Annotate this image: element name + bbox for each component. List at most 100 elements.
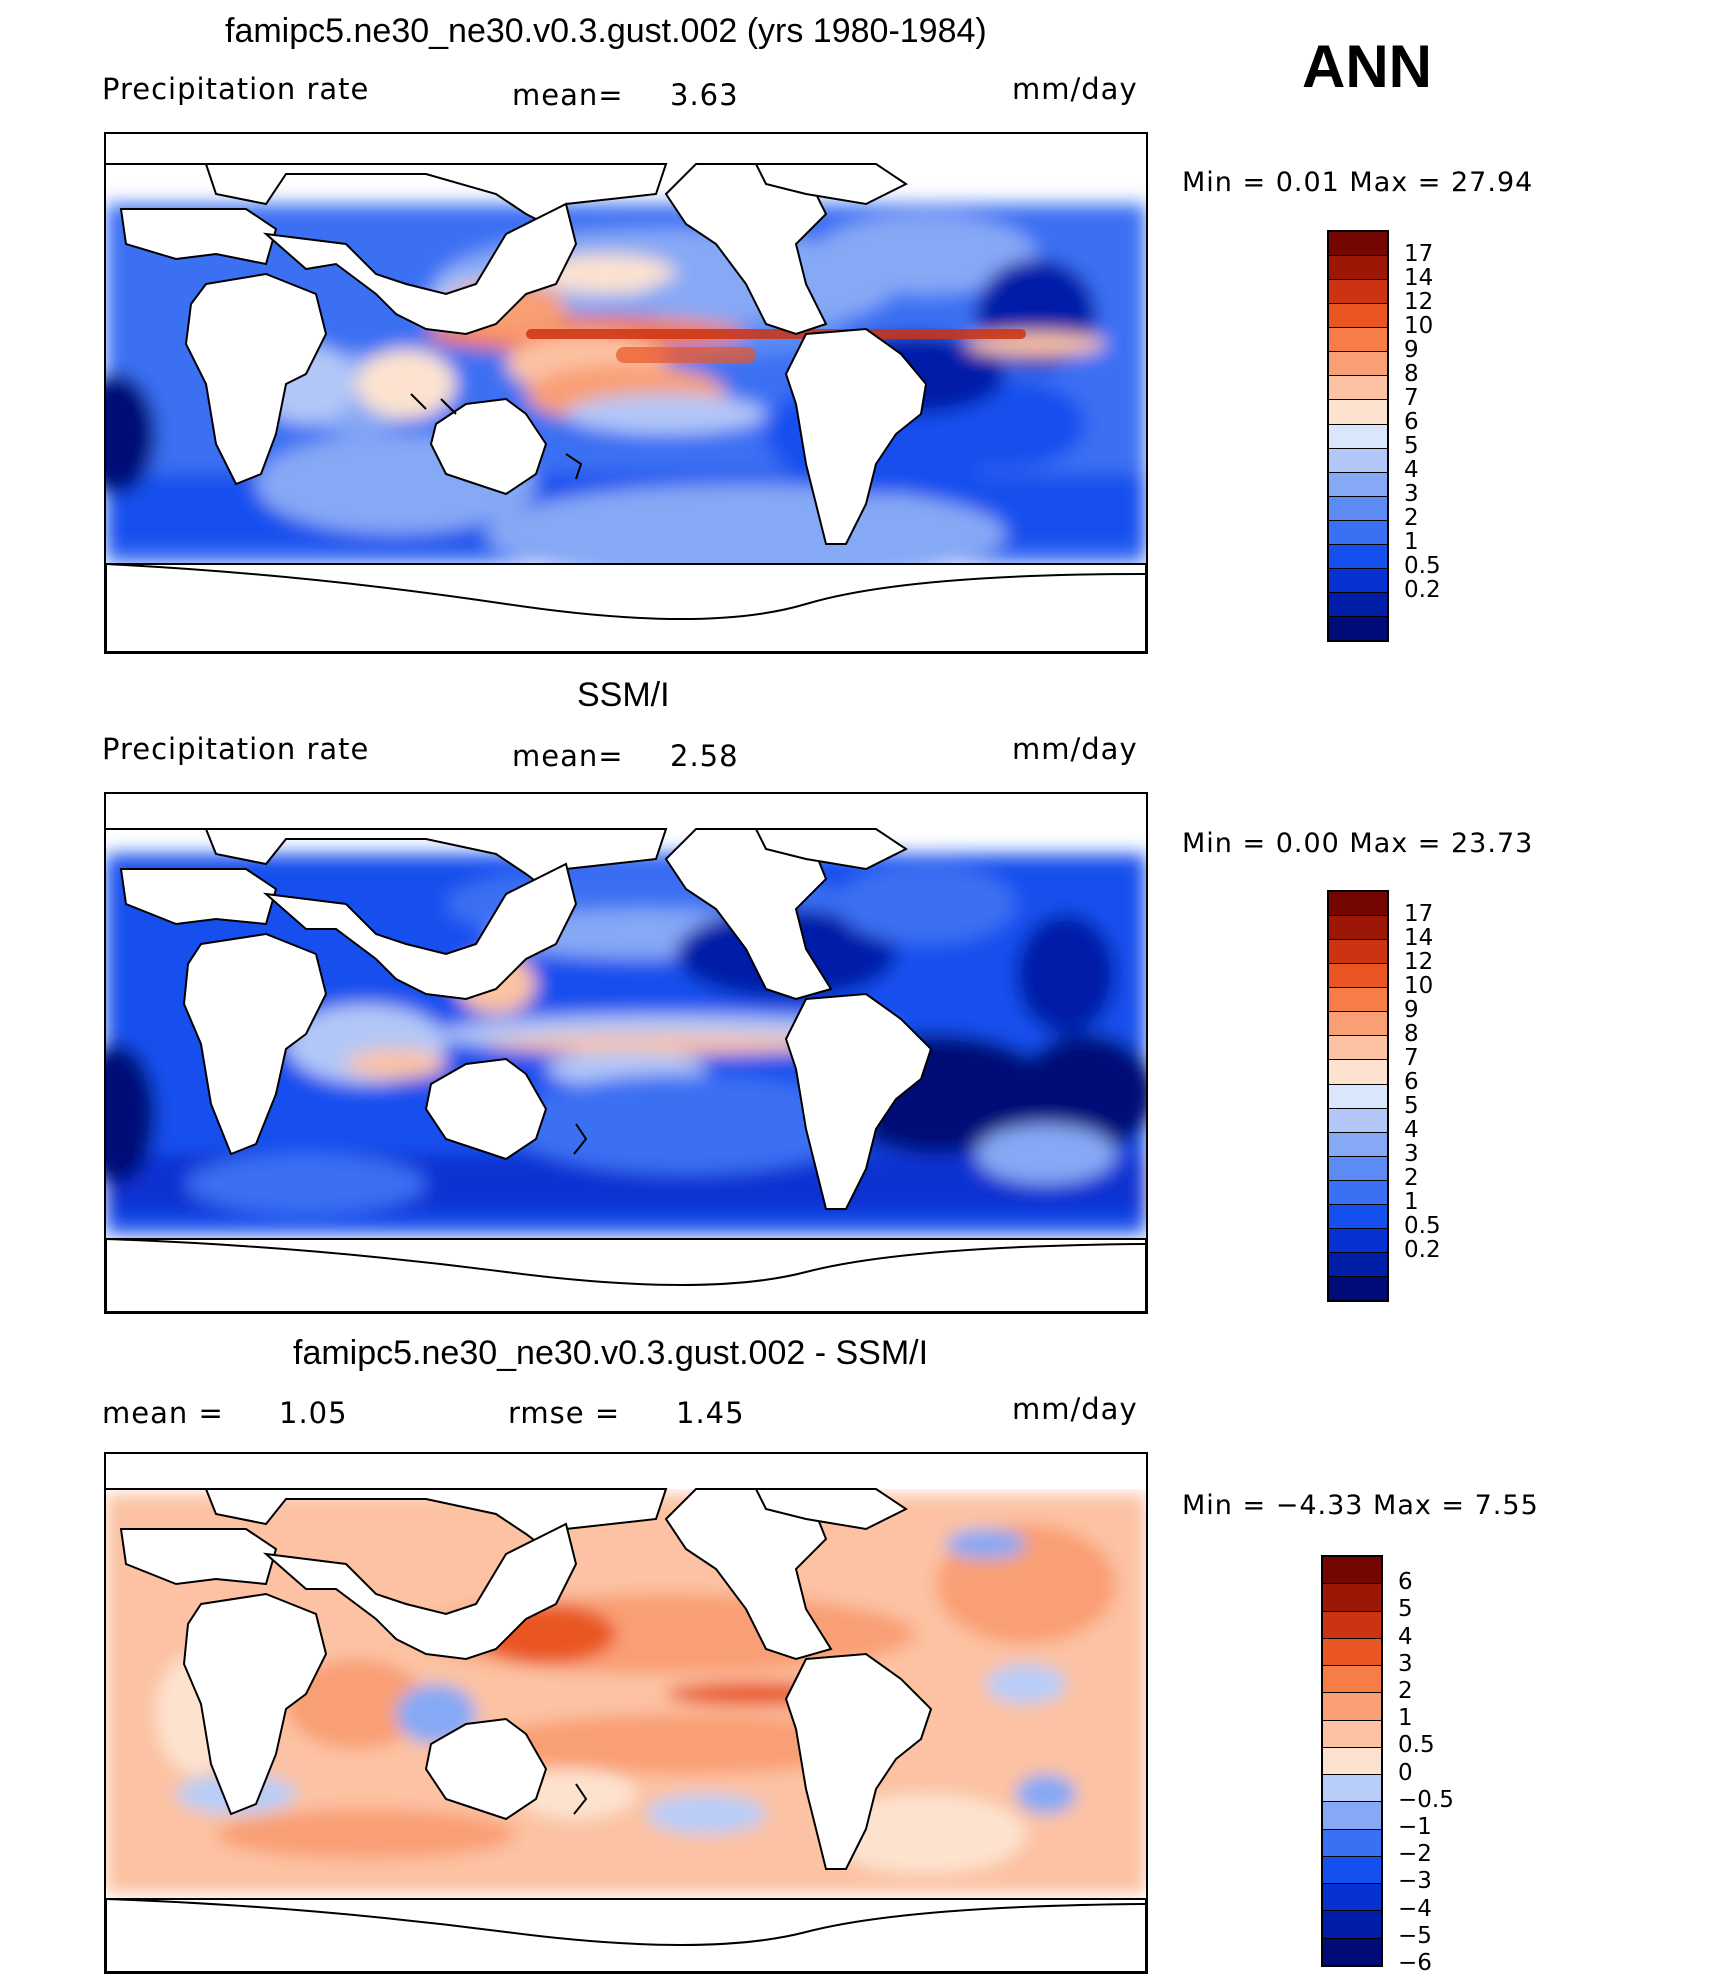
colorbar-swatch [1329,1180,1387,1205]
colorbar-swatch [1329,1060,1387,1085]
colorbar-tick-label: 17 [1404,241,1434,267]
panel-3-rmse-value: 1.45 [676,1396,745,1430]
panel-1-title: famipc5.ne30_ne30.v0.3.gust.002 (yrs 198… [225,12,987,50]
colorbar-tick-label: 8 [1404,1021,1419,1047]
colorbar-tick-label: 0.5 [1404,1213,1441,1239]
panel-2-minmax: Min = 0.00 Max = 23.73 [1182,828,1534,859]
panel-2-map [104,792,1148,1314]
colorbar-tick-label: 9 [1404,997,1419,1023]
colorbar-tick-label: 6 [1404,409,1419,435]
colorbar-tick-label: 4 [1404,457,1419,483]
colorbar-tick-label: 2 [1404,1165,1419,1191]
colorbar-swatch [1329,448,1387,473]
colorbar-swatch [1329,964,1387,989]
colorbar-swatch [1329,617,1387,641]
season-label: ANN [1302,33,1432,100]
panel-3-colorbar [1321,1555,1383,1967]
panel-3-mean-label: mean = [102,1396,224,1430]
panel-1-map [104,132,1148,654]
colorbar-swatch [1323,1666,1381,1694]
colorbar-swatch [1329,940,1387,965]
colorbar-tick-label: 4 [1404,1117,1419,1143]
panel-3-title: famipc5.ne30_ne30.v0.3.gust.002 - SSM/I [293,1334,929,1372]
panel-3-minmax: Min = −4.33 Max = 7.55 [1182,1490,1539,1521]
colorbar-swatch [1329,568,1387,593]
colorbar-tick-label: −2 [1398,1841,1432,1868]
colorbar-swatch [1323,1693,1381,1721]
colorbar-swatch [1329,352,1387,377]
colorbar-tick-label: 10 [1404,973,1434,999]
colorbar-swatch [1329,280,1387,305]
colorbar-tick-label: 6 [1398,1569,1413,1596]
colorbar-swatch [1323,1802,1381,1830]
colorbar-swatch [1323,1584,1381,1612]
colorbar-tick-label: 9 [1404,337,1419,363]
colorbar-tick-label: 0.5 [1398,1732,1435,1759]
colorbar-swatch [1329,376,1387,401]
colorbar-swatch [1323,1884,1381,1912]
panel-1-minmax: Min = 0.01 Max = 27.94 [1182,167,1534,198]
colorbar-tick-label: 3 [1398,1650,1413,1677]
colorbar-swatch [1329,520,1387,545]
panel-3-map [104,1452,1148,1974]
colorbar-swatch [1329,1277,1387,1301]
colorbar-swatch [1329,1036,1387,1061]
panel-1-units: mm/day [1012,72,1138,106]
panel-2-mean-label: mean= [512,739,624,773]
panel-3-mean-value: 1.05 [279,1396,348,1430]
panel-2-mean-value: 2.58 [670,739,739,773]
colorbar-tick-label: 1 [1404,1189,1419,1215]
panel-1-mean-label: mean= [512,78,624,112]
colorbar-tick-label: 0.2 [1404,577,1441,603]
colorbar-tick-label: 6 [1404,1069,1419,1095]
colorbar-tick-label: 0.2 [1404,1237,1441,1263]
colorbar-tick-label: 10 [1404,313,1434,339]
colorbar-swatch [1329,400,1387,425]
colorbar-swatch [1329,304,1387,329]
colorbar-swatch [1329,988,1387,1013]
colorbar-tick-label: −1 [1398,1814,1432,1840]
colorbar-tick-label: 3 [1404,481,1419,507]
colorbar-tick-label: 14 [1404,925,1434,951]
colorbar-swatch [1329,1228,1387,1253]
panel-1-variable-label: Precipitation rate [102,72,370,106]
colorbar-tick-label: 7 [1404,385,1419,411]
colorbar-swatch [1329,496,1387,521]
colorbar-swatch [1323,1638,1381,1667]
panel-2-colorbar [1327,890,1389,1302]
colorbar-swatch [1323,1938,1381,1965]
colorbar-tick-label: 2 [1398,1678,1413,1704]
colorbar-swatch [1329,424,1387,449]
colorbar-swatch [1323,1856,1381,1885]
colorbar-swatch [1329,892,1387,917]
colorbar-swatch [1323,1775,1381,1803]
panel-1-mean-value: 3.63 [670,78,739,112]
colorbar-tick-label: 0.5 [1404,553,1441,579]
colorbar-tick-label: 17 [1404,901,1434,927]
colorbar-tick-label: −0.5 [1398,1786,1454,1813]
panel-2-title: SSM/I [577,676,670,714]
colorbar-tick-label: 12 [1404,289,1434,315]
colorbar-swatch [1323,1720,1381,1748]
colorbar-tick-label: 12 [1404,949,1434,975]
colorbar-swatch [1329,592,1387,617]
colorbar-swatch [1323,1829,1381,1857]
panel-1-colorbar-ticks: 17 14 12 10 9 8 7 6 5 4 3 2 1 0.5 0.2 [1404,230,1484,638]
colorbar-tick-label: 4 [1398,1623,1413,1650]
panel-2-colorbar-ticks: 17 14 12 10 9 8 7 6 5 4 3 2 1 0.5 0.2 [1404,890,1484,1298]
colorbar-swatch [1329,1084,1387,1109]
colorbar-swatch [1329,1156,1387,1181]
panel-3-colorbar-ticks: 6 5 4 3 2 1 0.5 0 −0.5 −1 −2 −3 −4 −5 −6 [1398,1555,1478,1975]
colorbar-swatch [1329,544,1387,569]
panel-2-variable-label: Precipitation rate [102,732,370,766]
colorbar-swatch [1323,1611,1381,1639]
colorbar-tick-label: −3 [1398,1868,1432,1895]
colorbar-tick-label: 1 [1398,1705,1413,1732]
panel-3-units: mm/day [1012,1392,1138,1426]
colorbar-tick-label: 8 [1404,361,1419,387]
colorbar-swatch [1323,1747,1381,1776]
colorbar-swatch [1323,1911,1381,1939]
colorbar-swatch [1329,256,1387,281]
colorbar-swatch [1323,1557,1381,1585]
colorbar-swatch [1329,1132,1387,1157]
